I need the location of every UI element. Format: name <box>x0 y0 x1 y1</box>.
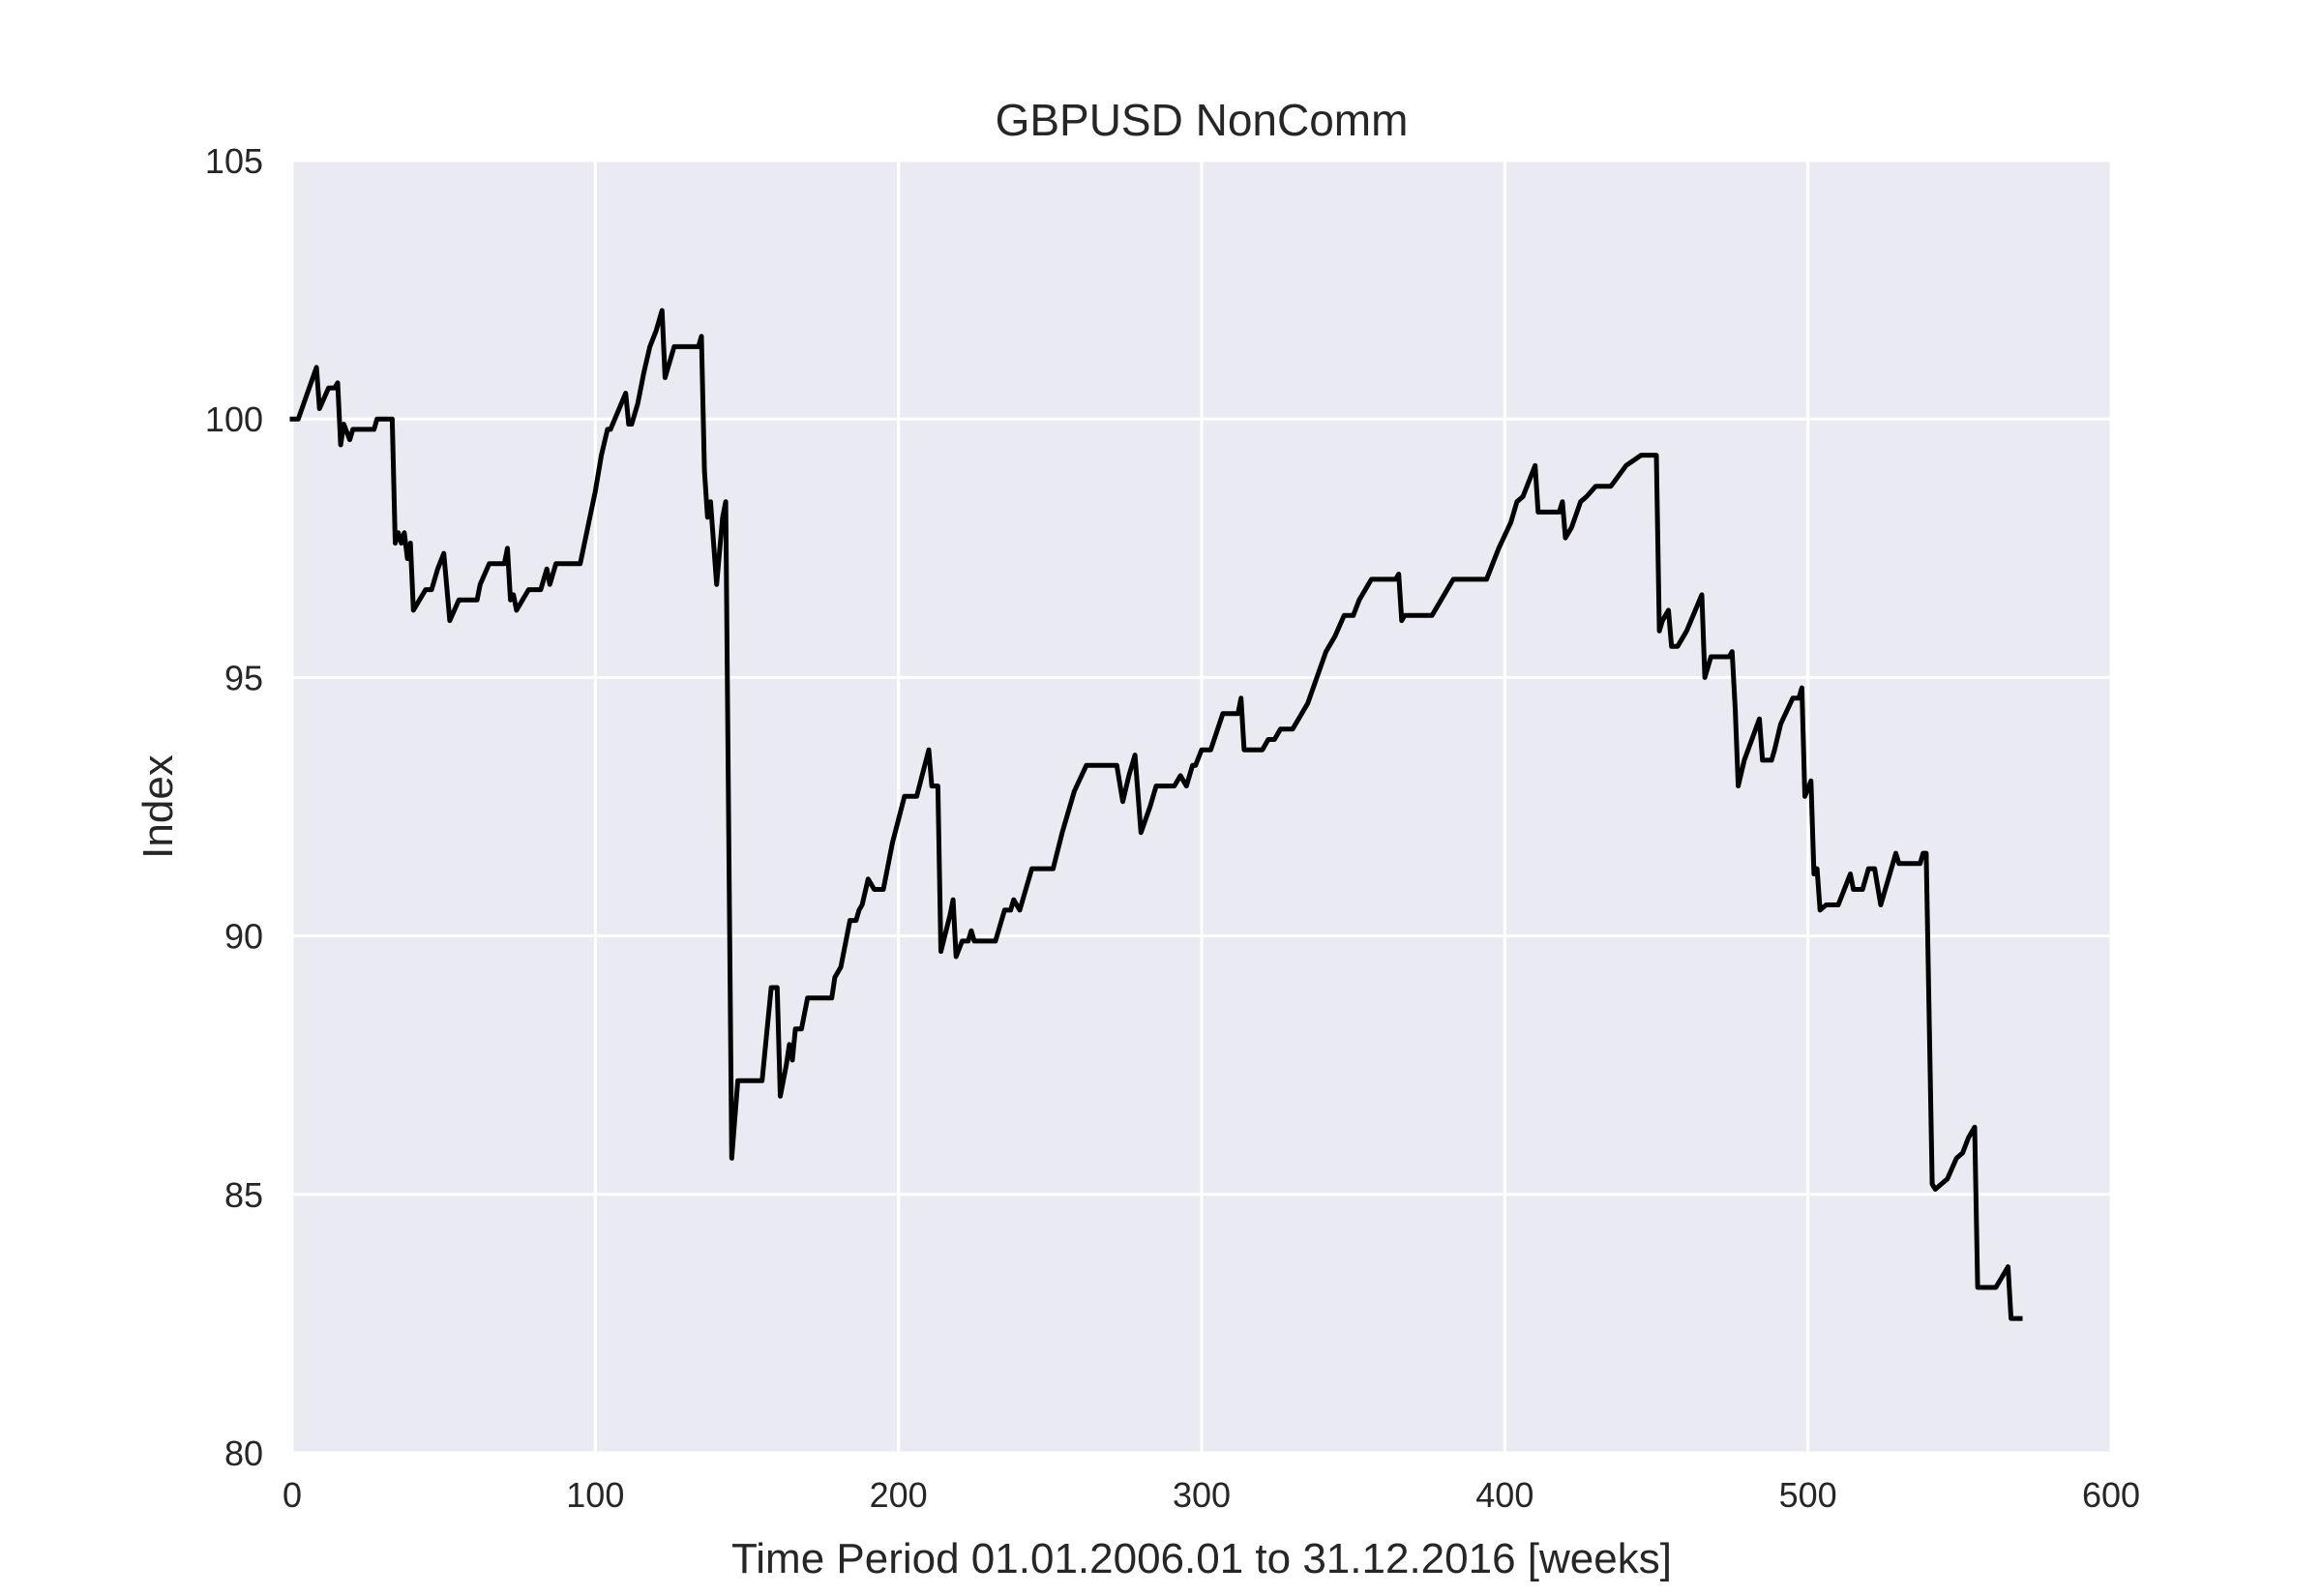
y-tick-label: 90 <box>224 917 263 957</box>
series-layer <box>289 308 2023 1321</box>
chart-title: GBPUSD NonComm <box>996 95 1409 145</box>
x-tick-label: 600 <box>2082 1475 2140 1515</box>
y-tick-label: 85 <box>224 1175 263 1215</box>
ticks: 0 100 200 300 400 500 600 80 85 90 95 100 105 <box>205 141 2140 1515</box>
x-tick-label: 500 <box>1779 1475 1837 1515</box>
grid <box>290 159 2113 1455</box>
x-tick-label: 0 <box>283 1475 302 1515</box>
series-line <box>289 308 2023 1321</box>
y-tick-label: 80 <box>224 1433 263 1473</box>
y-tick-label: 95 <box>224 658 263 697</box>
x-tick-label: 400 <box>1475 1475 1533 1515</box>
y-axis-label: Index <box>134 754 182 859</box>
x-tick-label: 100 <box>566 1475 624 1515</box>
x-tick-label: 200 <box>870 1475 928 1515</box>
y-tick-label: 105 <box>205 141 263 181</box>
x-axis-label: Time Period 01.01.2006.01 to 31.12.2016 … <box>731 1535 1672 1582</box>
x-tick-label: 300 <box>1173 1475 1231 1515</box>
y-tick-label: 100 <box>205 399 263 439</box>
